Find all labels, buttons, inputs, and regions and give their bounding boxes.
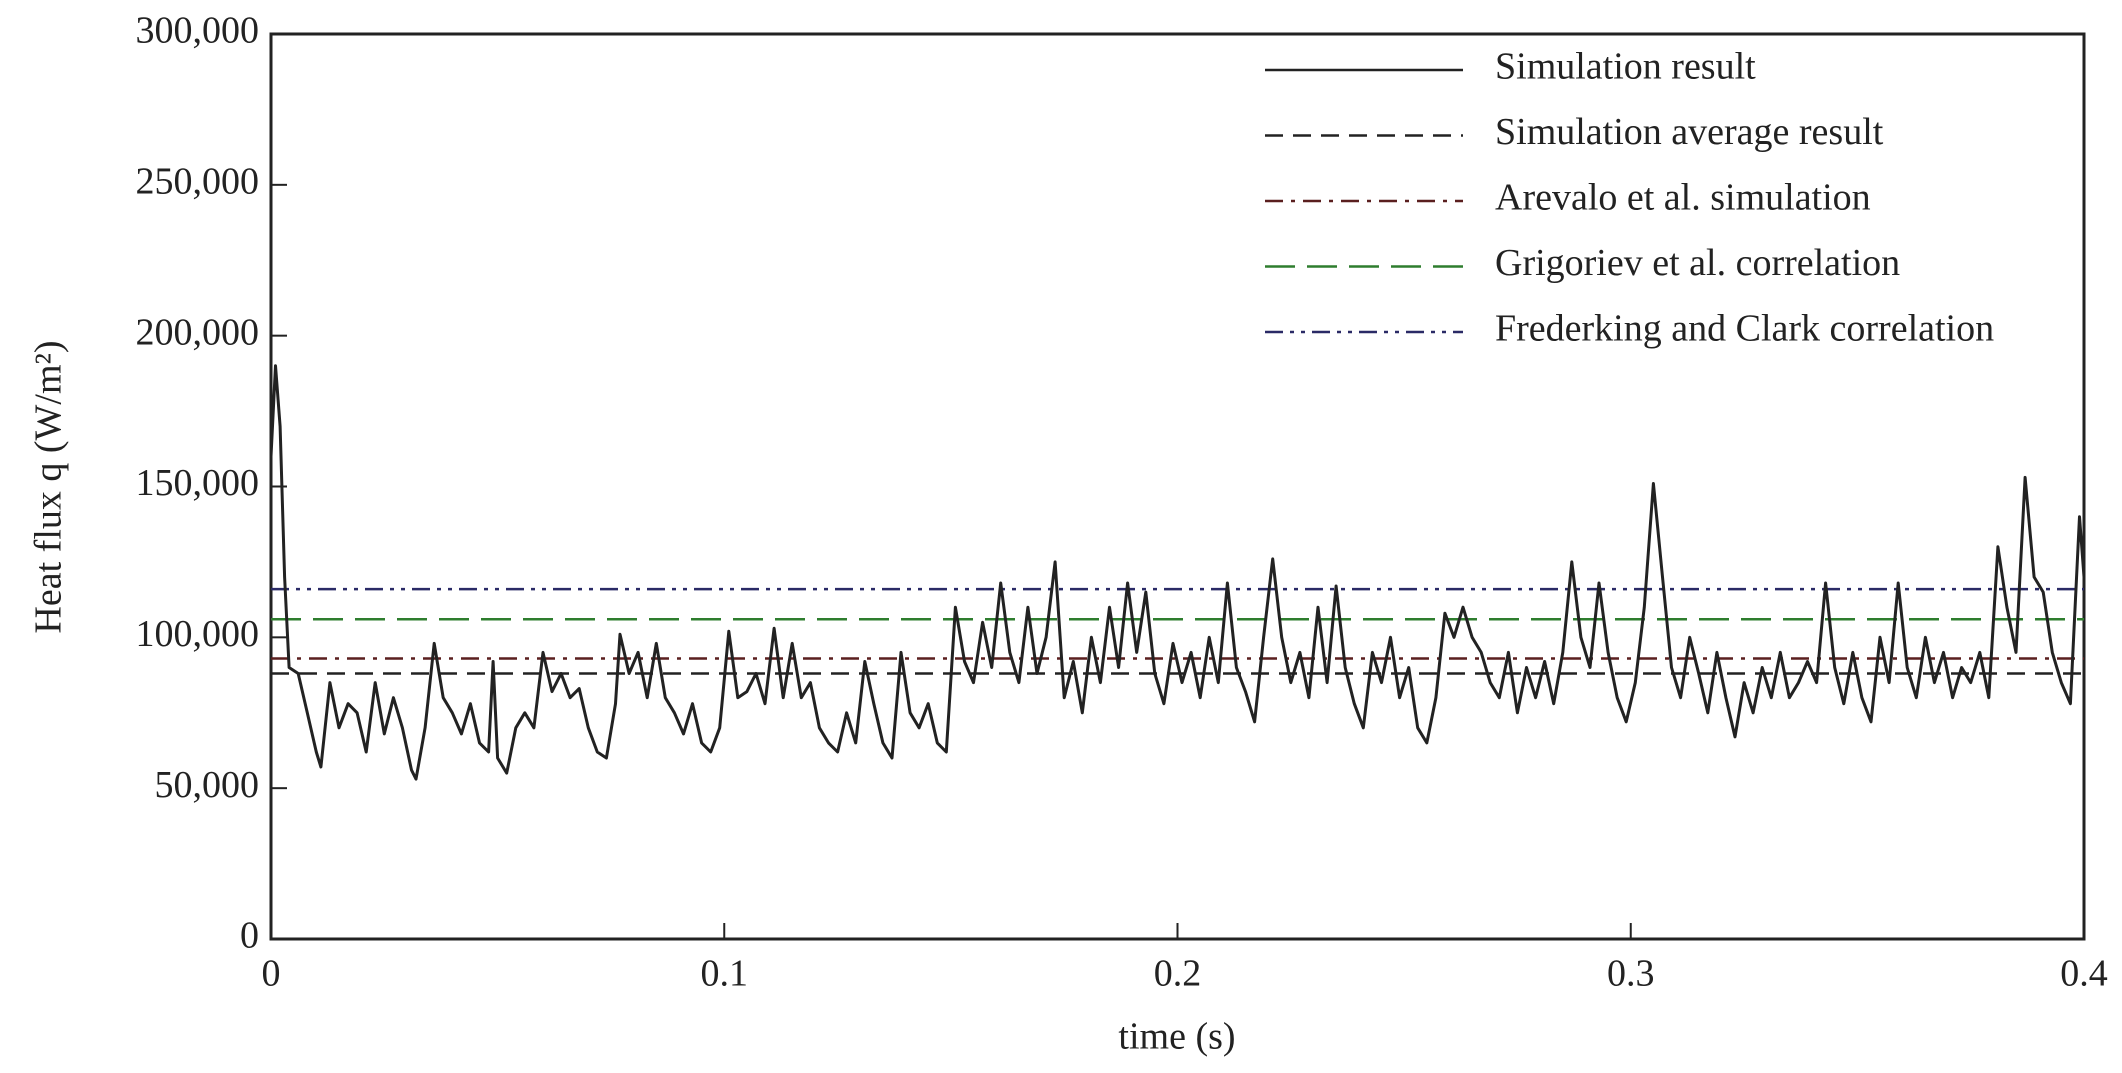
legend-label: Grigoriev et al. correlation — [1495, 242, 1900, 284]
x-tick-label: 0.1 — [701, 953, 749, 995]
y-tick-label: 150,000 — [136, 462, 260, 504]
legend-label: Simulation average result — [1495, 111, 1884, 153]
x-tick-label: 0.3 — [1607, 953, 1655, 995]
x-tick-label: 0 — [262, 953, 281, 995]
x-axis-label: time (s) — [1118, 1016, 1235, 1058]
data-line — [269, 364, 2086, 781]
x-tick-label: 0.4 — [2060, 953, 2108, 995]
y-axis-label: Heat flux q (W/m²) — [28, 340, 70, 633]
y-tick-label: 50,000 — [155, 764, 260, 806]
y-tick-label: 250,000 — [136, 161, 260, 203]
plot-frame — [269, 32, 2086, 941]
legend-label: Simulation result — [1495, 46, 1756, 88]
y-tick-label: 0 — [240, 915, 259, 957]
legend-label: Frederking and Clark correlation — [1495, 308, 1994, 350]
y-tick-label: 300,000 — [136, 10, 260, 52]
y-tick-label: 100,000 — [136, 613, 260, 655]
x-tick-label: 0.2 — [1154, 953, 1202, 995]
y-tick-label: 200,000 — [136, 311, 260, 353]
legend-label: Arevalo et al. simulation — [1495, 177, 1871, 219]
